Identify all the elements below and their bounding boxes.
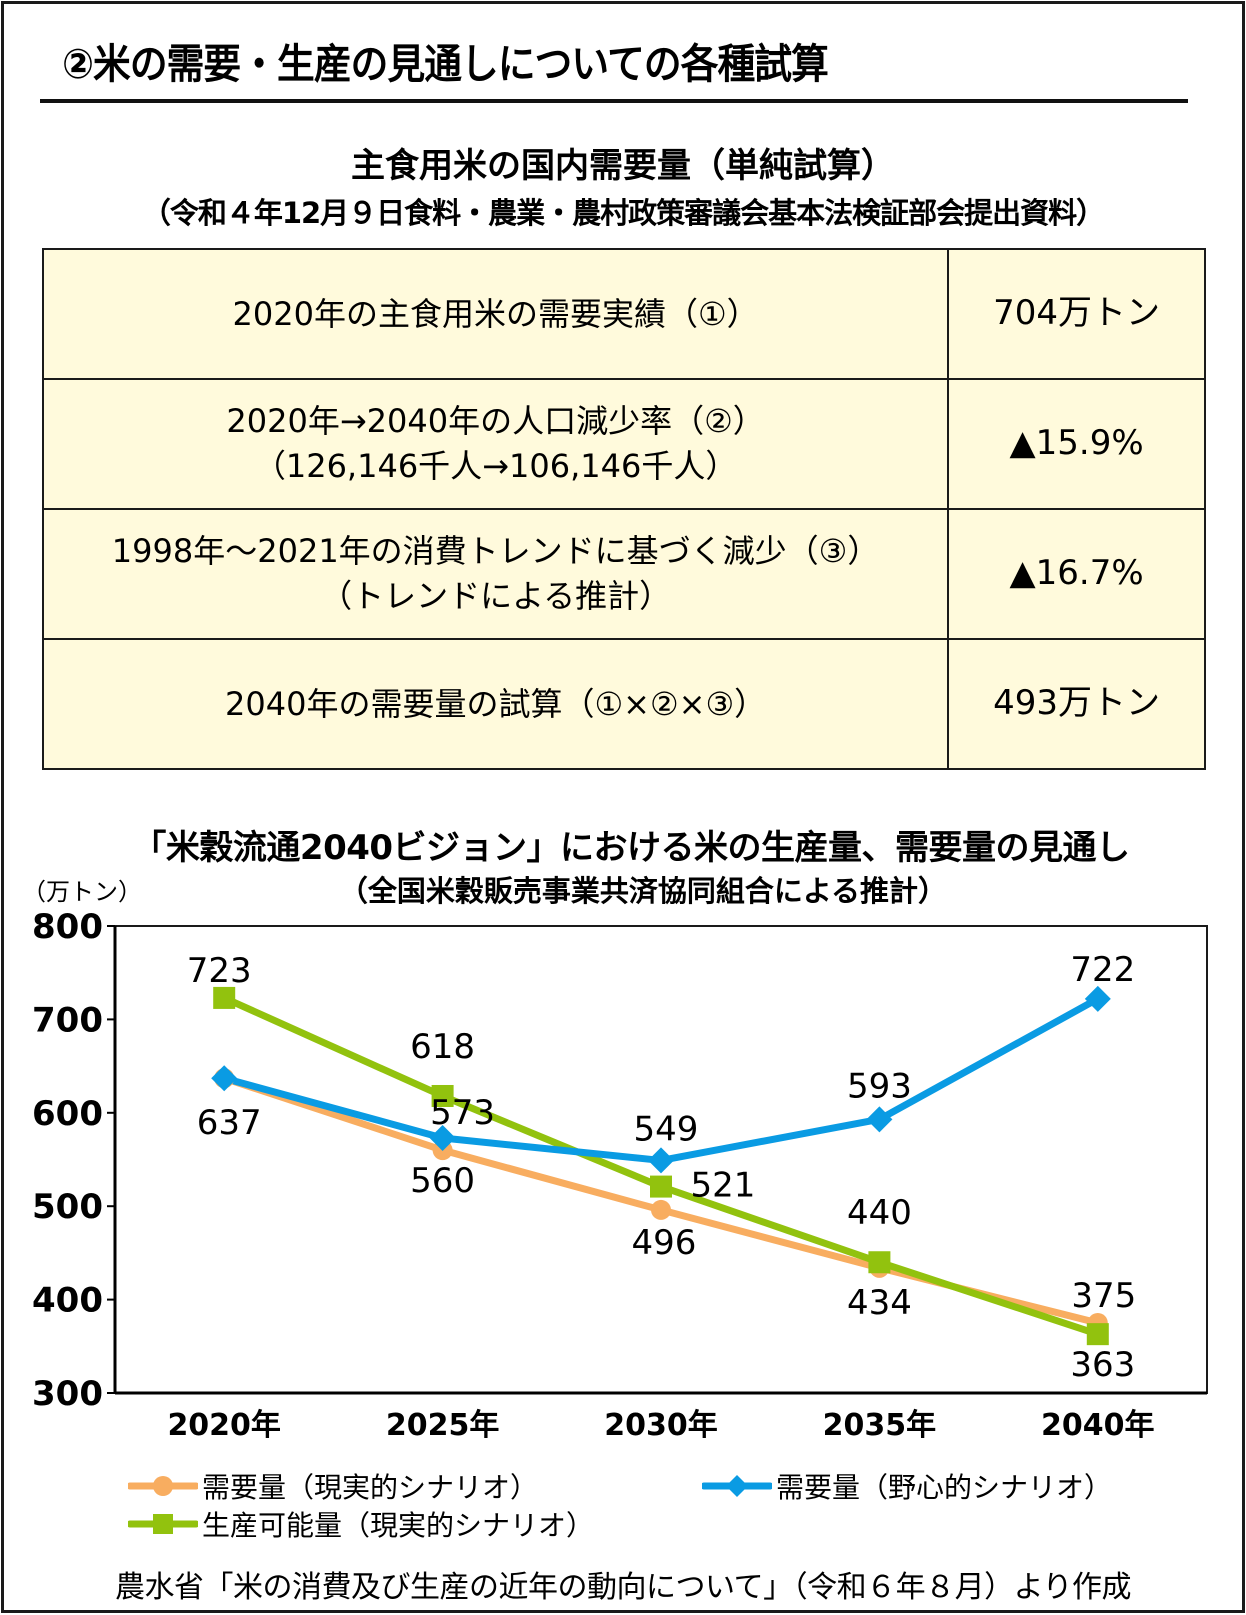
data-label: 549 [634,1109,699,1149]
data-point-marker [1084,985,1111,1012]
table-title: 主食用米の国内需要量（単純試算） [351,146,895,186]
legend-label: 需要量（野心的シナリオ） [776,1471,1113,1504]
description-line: （126,146千人→106,146千人） [253,447,738,485]
row-description: 2020年の主食用米の需要実績（①） [41,248,950,380]
data-label: 573 [430,1093,495,1133]
y-axis-unit-label: （万トン） [22,878,142,906]
data-point-marker [429,1125,456,1152]
y-tick-label: 500 [32,1187,103,1227]
row-description: 2020年→2040年の人口減少率（②） （126,146千人→106,146千… [41,378,950,510]
chart-subtitle: （全国米穀販売事業共済協同組合による推計） [338,874,948,908]
data-point-marker [211,1065,238,1092]
square-marker-icon [128,1514,198,1534]
data-label: 637 [197,1103,262,1143]
demand-estimate-table: 2020年の主食用米の需要実績（①） 704万トン 2020年→2040年の人口… [41,248,1206,770]
legend-label: 需要量（現実的シナリオ） [202,1471,539,1504]
page-title: ②米の需要・生産の見通しについての各種試算 [62,40,829,88]
legend-item-demand-realistic: 需要量（現実的シナリオ） [128,1466,538,1506]
table-row: 2020年→2040年の人口減少率（②） （126,146千人→106,146千… [41,378,1206,510]
x-tick-label: 2025年 [386,1408,500,1440]
data-label: 560 [410,1161,475,1201]
row-value: 704万トン [947,248,1206,380]
chart-title: 「米穀流通2040ビジョン」における米の生産量、需要量の見通し [132,828,1130,868]
row-description: 2040年の需要量の試算（①×②×③） [41,638,950,770]
y-tick-label: 600 [32,1094,103,1134]
x-tick-label: 2035年 [823,1408,937,1440]
y-tick-label: 800 [32,907,103,947]
y-tick-label: 700 [32,1000,103,1040]
data-point-marker [431,1084,454,1107]
legend-item-demand-ambitious: 需要量（野心的シナリオ） [702,1466,1112,1506]
data-point-marker [1086,1323,1109,1346]
table-row: 1998年～2021年の消費トレンドに基づく減少（③） （トレンドによる推計） … [41,508,1206,640]
data-label: 723 [187,951,252,991]
data-label: 521 [691,1166,756,1206]
row-description: 1998年～2021年の消費トレンドに基づく減少（③） （トレンドによる推計） [41,508,950,640]
description-line: 2040年の需要量の試算（①×②×③） [225,684,767,723]
legend-label: 生産可能量（現実的シナリオ） [202,1509,595,1542]
y-tick-label: 300 [32,1374,103,1414]
table-row: 2040年の需要量の試算（①×②×③） 493万トン [41,638,1206,770]
x-tick-label: 2030年 [604,1408,718,1440]
row-value: ▲15.9% [947,378,1206,510]
table-row: 2020年の主食用米の需要実績（①） 704万トン [41,248,1206,380]
y-tick-label: 400 [32,1281,103,1321]
data-label: 618 [410,1027,475,1067]
data-label: 434 [847,1283,912,1323]
data-label: 440 [847,1193,912,1233]
line-chart: 300 400 500 600 700 800 2020年 2025年 2030年 2035年 20… [32,907,1208,1440]
title-divider [40,99,1188,103]
description-line: 2020年→2040年の人口減少率（②） [226,402,765,441]
diamond-marker-icon [702,1475,772,1497]
description-line: （トレンドによる推計） [320,577,672,615]
data-point-marker [650,1175,672,1198]
data-point-marker [868,1251,891,1274]
x-tick-label: 2020年 [167,1408,281,1440]
data-label: 496 [632,1223,697,1263]
data-point-marker [866,1106,893,1133]
description-line: 1998年～2021年の消費トレンドに基づく減少（③） [111,532,880,571]
data-point-marker [651,1199,671,1220]
legend-item-production-realistic: 生産可能量（現実的シナリオ） [128,1504,594,1544]
data-label: 722 [1070,950,1135,990]
data-point-marker [213,986,236,1009]
data-label: 363 [1070,1345,1135,1385]
description-line: 2020年の主食用米の需要実績（①） [232,294,759,333]
circle-marker-icon [128,1476,198,1496]
row-value: 493万トン [947,638,1206,770]
row-value: ▲16.7% [947,508,1206,640]
x-tick-label: 2040年 [1041,1408,1155,1440]
source-note: 農水省「米の消費及び生産の近年の動向について」（令和６年８月）より作成 [115,1570,1132,1605]
data-label: 375 [1071,1276,1136,1316]
table-subtitle: （令和４年12月９日食料・農業・農村政策審議会基本法検証部会提出資料） [141,196,1105,230]
data-label: 593 [847,1066,912,1106]
data-point-marker [648,1147,674,1174]
